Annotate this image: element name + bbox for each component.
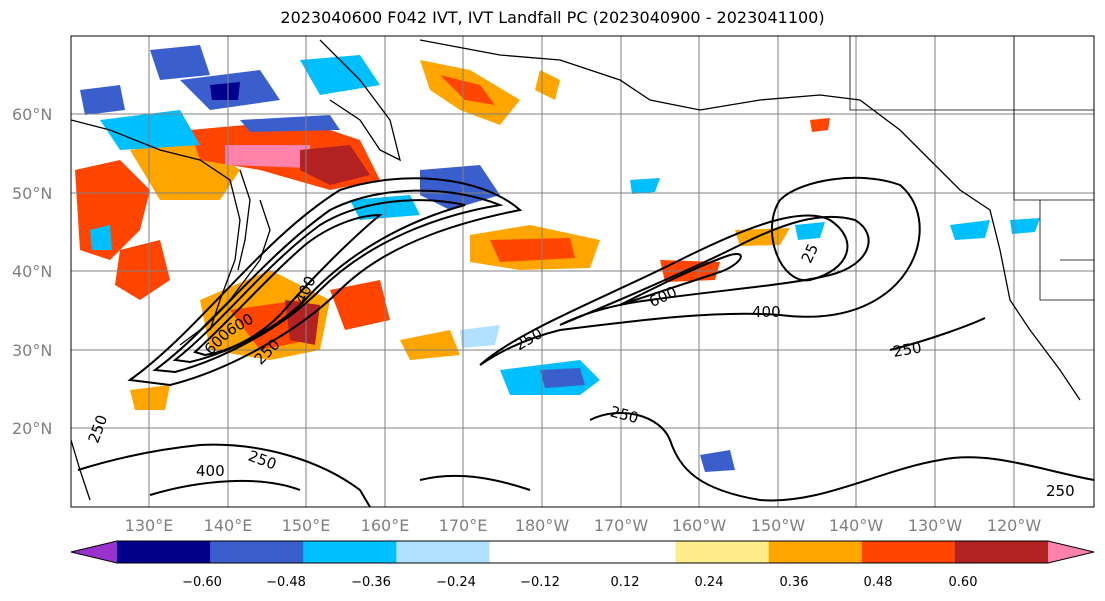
lon-label: 120°W — [987, 516, 1042, 535]
colorbar-segment — [117, 541, 211, 563]
contour-label: 250 — [1046, 482, 1075, 500]
borders — [849, 36, 1094, 301]
colorbar-tick-label: −0.36 — [351, 575, 391, 590]
lon-label: 130°W — [908, 516, 963, 535]
colorbar-segment — [861, 541, 956, 563]
colorbar-tick-label: 0.60 — [949, 575, 978, 590]
lon-label: 160°E — [361, 516, 410, 535]
colorbar-segment — [582, 541, 677, 563]
map-title: 2023040600 F042 IVT, IVT Landfall PC (20… — [280, 8, 825, 27]
anomaly-shading — [75, 45, 1040, 472]
colorbar-tick-label: 0.36 — [780, 575, 809, 590]
ivt-contours — [77, 176, 1094, 507]
latitude-labels: 60°N 50°N 40°N 30°N 20°N — [12, 105, 52, 438]
colorbar-tick-label: −0.48 — [266, 575, 306, 590]
lon-label: 140°W — [829, 516, 884, 535]
coastlines — [71, 39, 1081, 501]
lon-label: 160°W — [672, 516, 727, 535]
colorbar-segment — [396, 541, 490, 563]
contour-label: 25 — [798, 241, 822, 266]
lat-label-20n: 20°N — [12, 419, 52, 438]
lon-label: 180°W — [515, 516, 570, 535]
colorbar-tick-label: −0.60 — [182, 575, 222, 590]
colorbar-tick-label: −0.12 — [520, 575, 560, 590]
lon-label: 140°E — [204, 516, 253, 535]
lon-label: 170°E — [439, 516, 488, 535]
lat-label-60n: 60°N — [12, 105, 52, 124]
lat-label-50n: 50°N — [12, 184, 52, 203]
colorbar — [70, 540, 1095, 564]
colorbar-segment — [768, 541, 863, 563]
contour-label: 400 — [196, 462, 225, 480]
colorbar-tick-label: 0.24 — [695, 575, 724, 590]
colorbar-extend-max — [1048, 541, 1094, 563]
colorbar-segment — [210, 541, 304, 563]
colorbar-segment — [675, 541, 770, 563]
lon-label: 130°E — [125, 516, 174, 535]
colorbar-segment — [303, 541, 397, 563]
map-frame — [70, 35, 1095, 508]
lat-label-40n: 40°N — [12, 262, 52, 281]
contour-label: 250 — [85, 412, 112, 445]
longitude-labels: 130°E 140°E 150°E 160°E 170°E 180°W 170°… — [125, 516, 1042, 535]
contour-label: 250 — [608, 402, 640, 427]
lat-label-30n: 30°N — [12, 341, 52, 360]
lon-label: 150°W — [751, 516, 806, 535]
colorbar-segment — [489, 541, 583, 563]
colorbar-tick-label: −0.24 — [436, 575, 476, 590]
colorbar-outline — [70, 540, 1095, 564]
colorbar-segment — [954, 541, 1049, 563]
graticule — [71, 36, 1094, 507]
lon-label: 150°E — [282, 516, 331, 535]
contour-label: 250 — [892, 338, 923, 361]
colorbar-extend-min — [71, 541, 117, 563]
colorbar-tick-label: 0.48 — [864, 575, 893, 590]
lon-label: 170°W — [594, 516, 649, 535]
colorbar-tick-label: 0.12 — [611, 575, 640, 590]
colorbar-tick-labels: −0.60 −0.48 −0.36 −0.24 −0.12 0.12 0.24 … — [182, 575, 977, 590]
contour-label: 400 — [752, 303, 781, 321]
